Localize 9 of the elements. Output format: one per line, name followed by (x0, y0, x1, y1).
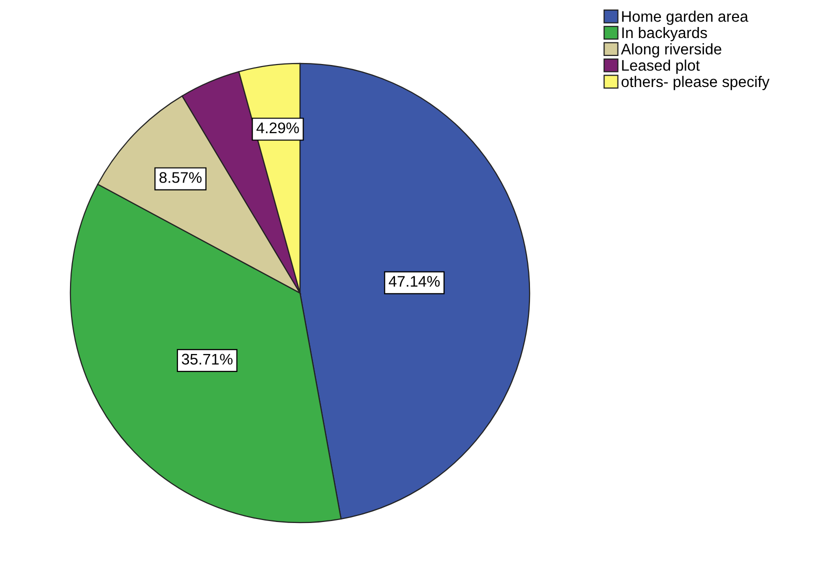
legend-label: Leased plot (622, 60, 700, 74)
legend-label: Home garden area (622, 10, 748, 25)
legend-label: In backyards (622, 26, 707, 42)
legend-label: others- please specify (622, 76, 770, 90)
legend-label: Along riverside (620, 43, 722, 58)
data-label: 8.57% (159, 172, 202, 183)
data-label: 4.29% (256, 122, 299, 134)
data-label: 47.14% (388, 276, 440, 287)
data-label: 35.71% (182, 354, 233, 365)
